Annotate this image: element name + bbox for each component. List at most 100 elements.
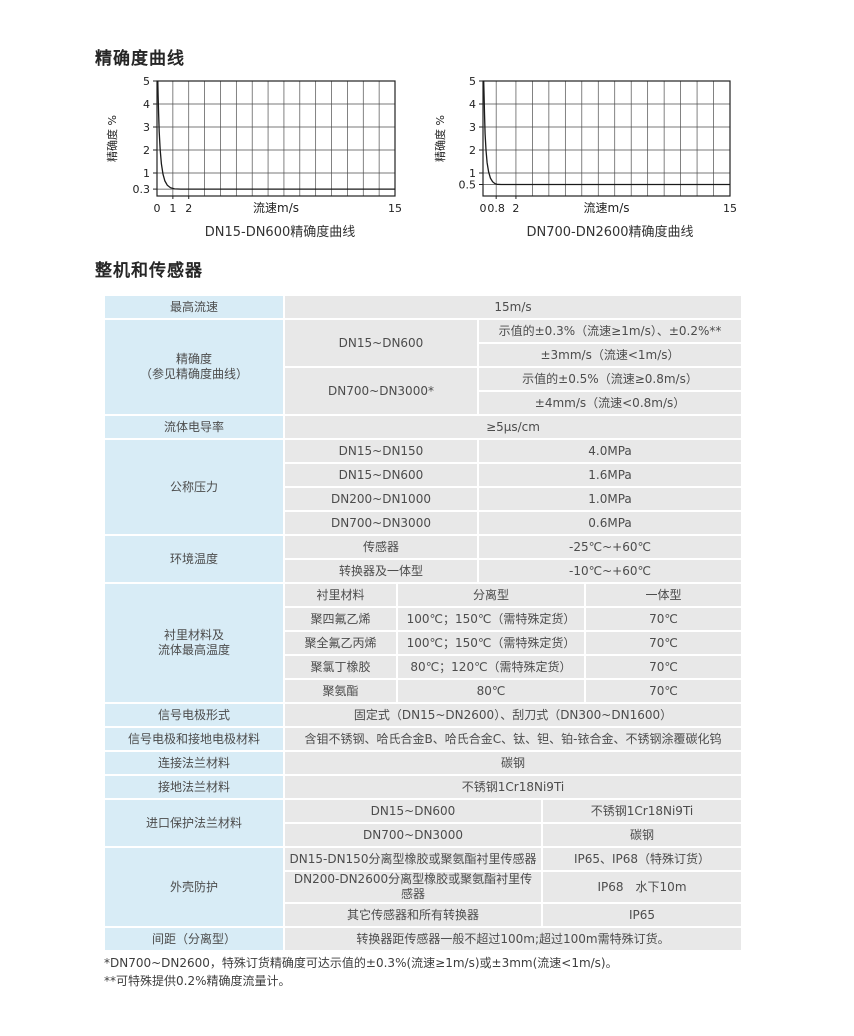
- spec-value: 不锈钢1Cr18Ni9Ti: [282, 774, 744, 800]
- footnote-line: *DN700~DN2600，特殊订货精确度可达示值的±0.3%(流速≥1m/s)…: [104, 956, 618, 970]
- svg-text:1: 1: [169, 202, 176, 215]
- table-row: 衬里材料及 流体最高温度 衬里材料 分离型 一体型: [103, 582, 744, 704]
- svg-text:0: 0: [154, 202, 161, 215]
- table-row: DN700~DN3000 0.6MPa: [104, 510, 744, 536]
- table-row: DN15~DN600 1.6MPa: [104, 462, 744, 488]
- table-row: 外壳防护 DN15-DN150分离型橡胶或聚氨酯衬里传感器 IP65、IP68（…: [103, 846, 744, 928]
- spec-range: 传感器: [283, 534, 479, 560]
- spec-value: 0.6MPa: [476, 510, 744, 536]
- table-row: 连接法兰材料 碳钢: [103, 750, 744, 776]
- spec-value: IP65、IP68（特殊订货）: [540, 846, 744, 872]
- spec-label: 环境温度: [103, 534, 285, 584]
- spec-value: 不锈钢1Cr18Ni9Ti: [540, 798, 744, 824]
- table-row: 信号电极和接地电极材料 含钼不锈钢、哈氏合金B、哈氏合金C、钛、钽、铂-铱合金、…: [103, 726, 744, 752]
- spec-range: DN15~DN600: [283, 318, 479, 368]
- spec-label: 流体电导率: [103, 414, 285, 440]
- spec-range: DN15~DN600: [283, 798, 543, 824]
- spec-value: 70℃: [583, 606, 744, 632]
- spec-value: ±4mm/s（流速<0.8m/s）: [476, 390, 744, 416]
- spec-label: 进口保护法兰材料: [103, 798, 285, 848]
- table-row: 流体电导率 ≥5μs/cm: [103, 414, 744, 440]
- svg-text:流速m/s: 流速m/s: [584, 201, 630, 215]
- svg-text:0.8: 0.8: [487, 202, 505, 215]
- spec-label: 信号电极形式: [103, 702, 285, 728]
- spec-label: 信号电极和接地电极材料: [103, 726, 285, 752]
- svg-text:5: 5: [143, 75, 150, 88]
- spec-value: 1.0MPa: [476, 486, 744, 512]
- spec-value: 碳钢: [540, 822, 744, 848]
- svg-text:4: 4: [469, 98, 476, 111]
- spec-material: 聚四氟乙烯: [283, 606, 398, 632]
- spec-value: IP68 水下10m: [540, 870, 744, 904]
- svg-text:0: 0: [480, 202, 487, 215]
- chart-caption-dn15-dn600: DN15-DN600精确度曲线: [204, 225, 356, 240]
- spec-value: 70℃: [583, 654, 744, 680]
- column-header: 衬里材料: [283, 582, 398, 608]
- svg-text:2: 2: [469, 144, 476, 157]
- table-row: 聚氨酯 80℃ 70℃: [104, 678, 744, 704]
- section-title-machine-and-sensor: 整机和传感器: [95, 261, 203, 281]
- table-row: 接地法兰材料 不锈钢1Cr18Ni9Ti: [103, 774, 744, 800]
- table-row: 聚全氟乙丙烯 100℃；150℃（需特殊定货） 70℃: [104, 630, 744, 656]
- footnotes: *DN700~DN2600，特殊订货精确度可达示值的±0.3%(流速≥1m/s)…: [104, 954, 618, 990]
- section-title-accuracy-curves: 精确度曲线: [95, 49, 185, 69]
- spec-range: DN15~DN150: [283, 438, 479, 464]
- spec-value: 示值的±0.5%（流速≥0.8m/s）: [476, 366, 744, 392]
- column-header: 分离型: [396, 582, 586, 608]
- spec-range: DN700~DN3000: [283, 510, 479, 536]
- spec-value: 碳钢: [282, 750, 744, 776]
- column-header: 一体型: [583, 582, 744, 608]
- spec-range: DN15-DN150分离型橡胶或聚氨酯衬里传感器: [283, 846, 543, 872]
- spec-range: DN200-DN2600分离型橡胶或聚氨酯衬里传感器: [283, 870, 543, 904]
- spec-range: 其它传感器和所有转换器: [283, 902, 543, 928]
- spec-value: IP65: [540, 902, 744, 928]
- spec-label: 精确度 （参见精确度曲线）: [103, 318, 285, 416]
- spec-range: DN700~DN3000: [283, 822, 543, 848]
- spec-value: 含钼不锈钢、哈氏合金B、哈氏合金C、钛、钽、铂-铱合金、不锈钢涂覆碳化钨: [282, 726, 744, 752]
- svg-text:精确度 %: 精确度 %: [433, 115, 447, 162]
- spec-value: 固定式（DN15~DN2600）、刮刀式（DN300~DN1600）: [282, 702, 744, 728]
- table-row: 最高流速 15m/s: [103, 294, 744, 320]
- svg-text:5: 5: [469, 75, 476, 88]
- table-row: ±3mm/s（流速<1m/s）: [104, 342, 744, 368]
- spec-value: 转换器距传感器一般不超过100m;超过100m需特殊订货。: [282, 926, 744, 952]
- spec-value: 70℃: [583, 630, 744, 656]
- table-row: 聚四氟乙烯 100℃；150℃（需特殊定货） 70℃: [104, 606, 744, 632]
- spec-range: DN200~DN1000: [283, 486, 479, 512]
- table-row: DN700~DN3000* 示值的±0.5%（流速≥0.8m/s）: [104, 366, 744, 416]
- spec-value: 80℃；120℃（需特殊定货）: [396, 654, 586, 680]
- table-row: 进口保护法兰材料 DN15~DN600 不锈钢1Cr18Ni9Ti: [103, 798, 744, 848]
- spec-label: 衬里材料及 流体最高温度: [103, 582, 285, 704]
- table-row: 其它传感器和所有转换器 IP65: [104, 902, 744, 928]
- spec-value: 15m/s: [282, 294, 744, 320]
- svg-text:15: 15: [388, 202, 402, 215]
- spec-material: 聚氯丁橡胶: [283, 654, 398, 680]
- svg-text:1: 1: [143, 167, 150, 180]
- spec-label: 连接法兰材料: [103, 750, 285, 776]
- spec-label: 间距（分离型）: [103, 926, 285, 952]
- svg-text:0.5: 0.5: [459, 179, 477, 192]
- svg-text:1: 1: [469, 167, 476, 180]
- chart-caption-dn700-dn2600: DN700-DN2600精确度曲线: [526, 225, 694, 240]
- svg-text:3: 3: [143, 121, 150, 134]
- spec-material: 聚氨酯: [283, 678, 398, 704]
- svg-text:2: 2: [143, 144, 150, 157]
- footnote-line: **可特殊提供0.2%精确度流量计。: [104, 974, 291, 988]
- table-row: ±4mm/s（流速<0.8m/s）: [104, 390, 744, 416]
- spec-range: DN700~DN3000*: [283, 366, 479, 416]
- spec-value: -25℃~+60℃: [476, 534, 744, 560]
- spec-label: 外壳防护: [103, 846, 285, 928]
- svg-text:4: 4: [143, 98, 150, 111]
- table-row: 信号电极形式 固定式（DN15~DN2600）、刮刀式（DN300~DN1600…: [103, 702, 744, 728]
- table-row: 转换器及一体型 -10℃~+60℃: [104, 558, 744, 584]
- spec-range: 转换器及一体型: [283, 558, 479, 584]
- spec-value: ≥5μs/cm: [282, 414, 744, 440]
- spec-label: 公称压力: [103, 438, 285, 536]
- table-row: 聚氯丁橡胶 80℃；120℃（需特殊定货） 70℃: [104, 654, 744, 680]
- svg-text:2: 2: [512, 202, 519, 215]
- table-row: 公称压力 DN15~DN150 4.0MPa: [103, 438, 744, 536]
- spec-value: 1.6MPa: [476, 462, 744, 488]
- accuracy-curve-chart-dn700-dn2600: 5 4 3 2 10.50 0.8 2 15 流速m/s 精确度 %: [433, 75, 737, 215]
